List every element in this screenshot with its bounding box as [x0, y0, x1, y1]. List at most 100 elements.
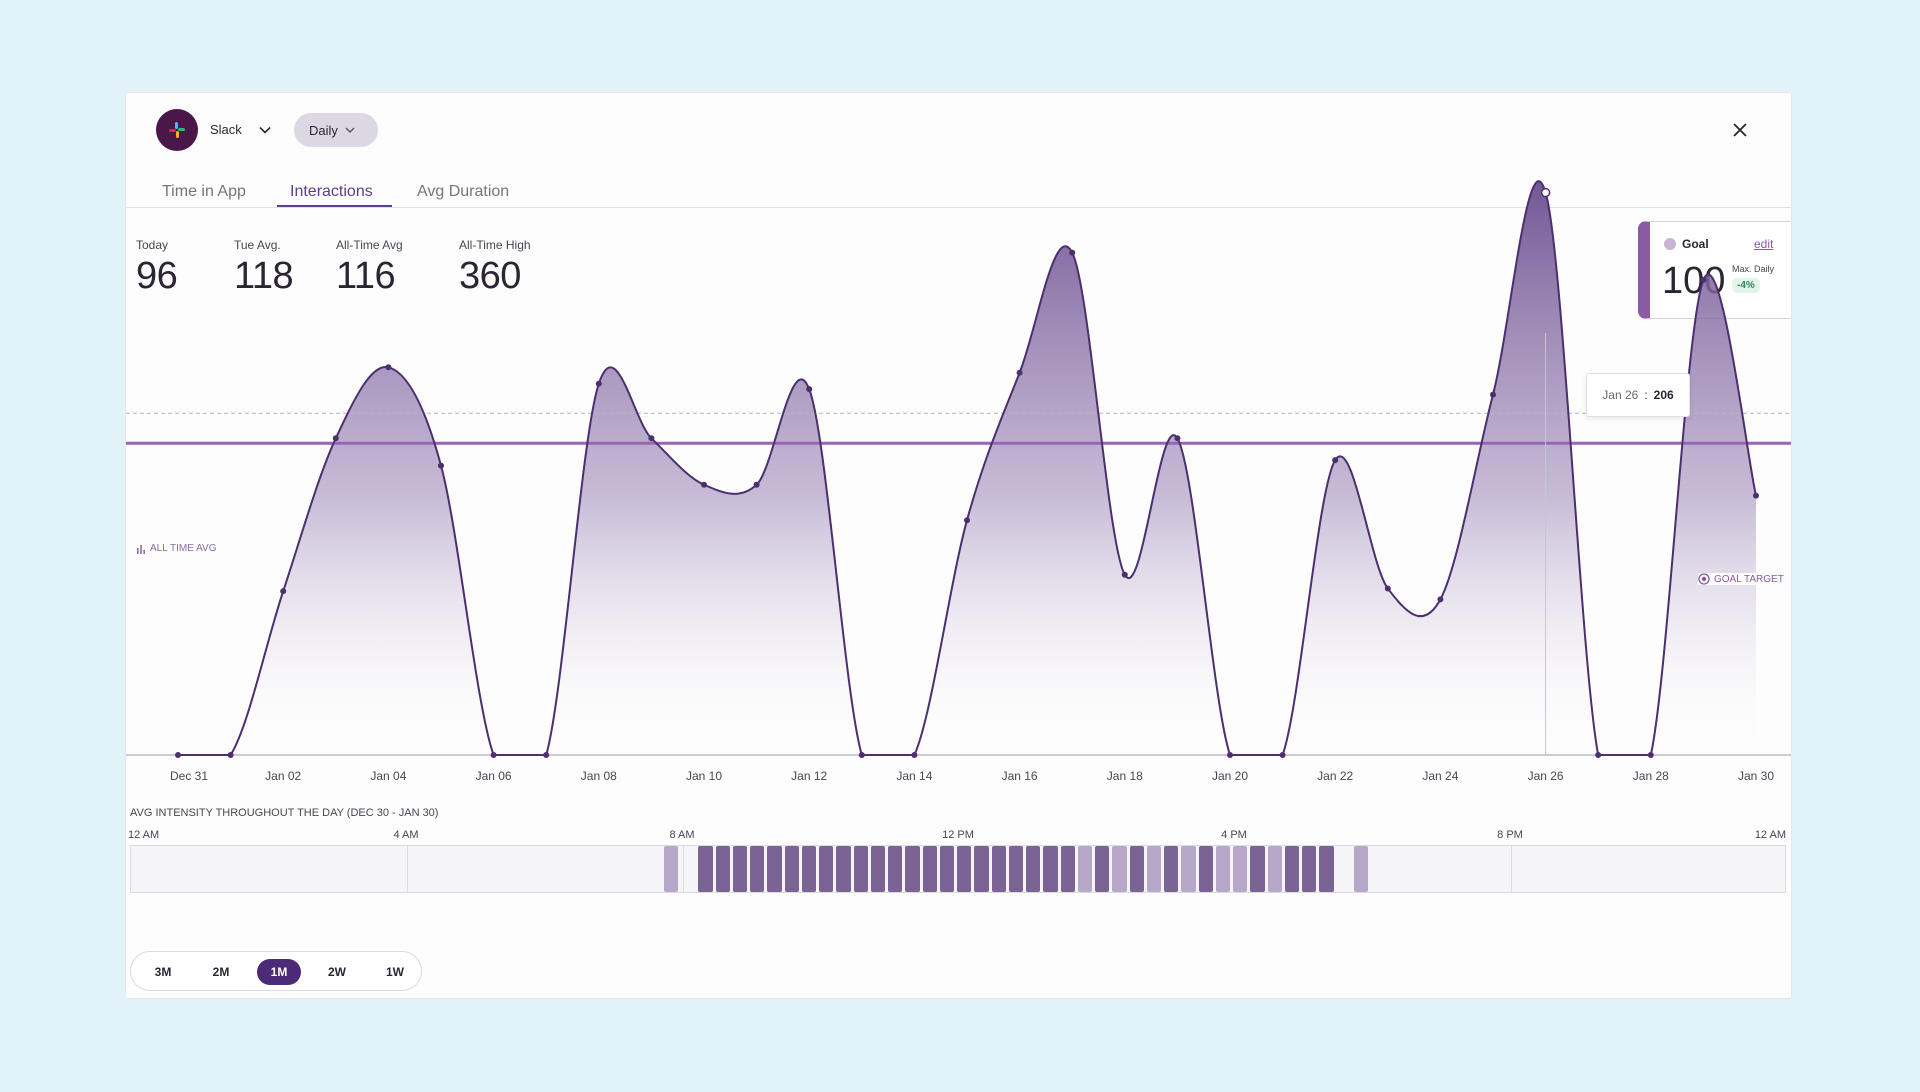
range-2m-button[interactable]: 2M	[212, 965, 230, 979]
x-tick-label: Jan 08	[580, 769, 617, 783]
intensity-bar	[1077, 846, 1093, 892]
hour-label: 8 PM	[1497, 829, 1523, 841]
x-tick-label: Jan 18	[1106, 769, 1143, 783]
data-point	[701, 481, 707, 488]
data-point	[806, 386, 813, 393]
hour-separator	[407, 846, 408, 892]
range-1m-button[interactable]: 1M	[257, 959, 301, 985]
app-name-dropdown[interactable]: Slack	[210, 122, 242, 137]
intensity-bar	[905, 846, 920, 892]
series-line	[178, 180, 1757, 756]
data-point	[1540, 187, 1551, 198]
stat-all-time-avg: All-Time Avg 116	[336, 238, 403, 298]
tooltip-date: Jan 26	[1602, 388, 1639, 402]
close-icon[interactable]	[1731, 121, 1749, 139]
x-tick-label: Jan 06	[475, 769, 512, 783]
intensity-bar	[1146, 846, 1162, 892]
hour-label: 12 PM	[942, 829, 974, 841]
stat-value: 96	[136, 255, 178, 297]
period-label: Daily	[309, 122, 338, 138]
interactions-area-chart[interactable]	[126, 93, 1791, 793]
data-point	[1174, 435, 1181, 442]
x-tick-label: Jan 02	[265, 769, 302, 783]
hour-separator	[683, 846, 684, 892]
intensity-bar	[957, 846, 972, 892]
stat-value: 118	[234, 255, 294, 297]
all-time-avg-text: ALL TIME AVG	[150, 543, 217, 554]
range-3m-button[interactable]: 3M	[154, 965, 172, 979]
bar-chart-icon	[137, 544, 145, 554]
intensity-bar	[1353, 846, 1369, 892]
intensity-bar	[1233, 846, 1248, 892]
tab-time-in-app[interactable]: Time in App	[162, 183, 246, 200]
stat-label: All-Time Avg	[336, 238, 403, 252]
data-point	[1490, 391, 1496, 398]
data-point	[1647, 752, 1654, 758]
intensity-bar	[801, 846, 817, 892]
intensity-bar	[1060, 846, 1075, 892]
intensity-bar	[1250, 846, 1265, 892]
data-point	[1121, 571, 1128, 578]
data-point	[543, 752, 550, 758]
stat-value: 116	[336, 255, 396, 297]
intensity-bar	[888, 846, 903, 892]
intensity-bar	[836, 846, 851, 892]
intensity-bar	[1008, 846, 1024, 892]
range-selector: 3M 2M 1M 2W 1W	[130, 951, 422, 991]
x-tick-label: Jan 24	[1422, 769, 1459, 783]
x-tick-label: Jan 14	[896, 769, 933, 783]
stat-today: Today 96	[136, 238, 178, 298]
intensity-bar	[1164, 846, 1179, 892]
data-point	[280, 588, 287, 595]
goal-title: Goal	[1682, 237, 1709, 251]
intensity-strip	[130, 845, 1786, 893]
intensity-bar	[784, 846, 799, 892]
intensity-bar	[1198, 846, 1213, 892]
goal-color-dot	[1664, 238, 1676, 250]
range-2w-button[interactable]: 2W	[328, 965, 346, 979]
data-point	[1595, 752, 1602, 758]
intensity-bar	[1095, 846, 1110, 892]
intensity-bar	[974, 846, 989, 892]
intensity-bar	[750, 846, 765, 892]
slack-app-icon[interactable]	[156, 109, 198, 151]
data-point	[1279, 752, 1286, 758]
intensity-bar	[767, 846, 782, 892]
data-point	[385, 364, 392, 371]
goal-edit-link[interactable]: edit	[1754, 237, 1774, 251]
data-point	[858, 752, 865, 758]
intensity-bar	[1302, 846, 1317, 892]
tab-interactions[interactable]: Interactions	[290, 183, 373, 200]
intensity-bar	[1043, 846, 1058, 892]
hour-label: 8 AM	[669, 829, 695, 841]
chevron-down-icon[interactable]	[257, 122, 273, 138]
data-point	[1016, 369, 1023, 376]
stat-label: Today	[136, 238, 169, 252]
intensity-bar	[698, 846, 713, 892]
intensity-bar	[1026, 846, 1041, 892]
intensity-bar	[819, 846, 834, 892]
metric-tabs: Time in App Interactions Avg Duration	[126, 177, 1791, 208]
tooltip-separator: :	[1644, 388, 1648, 402]
data-point	[753, 481, 760, 488]
app-detail-panel: Slack Daily Time in App Interactions Avg…	[126, 93, 1791, 998]
data-point	[1384, 585, 1391, 592]
tab-avg-duration[interactable]: Avg Duration	[417, 183, 510, 200]
x-tick-label: Jan 22	[1317, 769, 1354, 783]
goal-target-label: GOAL TARGET	[1698, 573, 1784, 585]
x-tick-label: Jan 30	[1737, 769, 1775, 783]
intensity-bar	[663, 846, 679, 892]
period-dropdown[interactable]: Daily	[294, 113, 378, 147]
hour-separator	[1511, 846, 1512, 892]
hour-label: 12 AM	[1754, 829, 1786, 841]
intensity-bar	[991, 846, 1006, 892]
intensity-bar	[1267, 846, 1282, 892]
range-1w-button[interactable]: 1W	[386, 965, 404, 979]
data-point	[1332, 457, 1339, 464]
stat-all-time-high: All-Time High 360	[459, 238, 531, 298]
stat-day-avg: Tue Avg. 118	[234, 238, 294, 298]
intensity-bar	[732, 846, 748, 892]
chart-tooltip: Jan 26 : 206	[1586, 373, 1690, 417]
intensity-bar	[853, 846, 868, 892]
hour-label: 4 PM	[1221, 829, 1247, 841]
